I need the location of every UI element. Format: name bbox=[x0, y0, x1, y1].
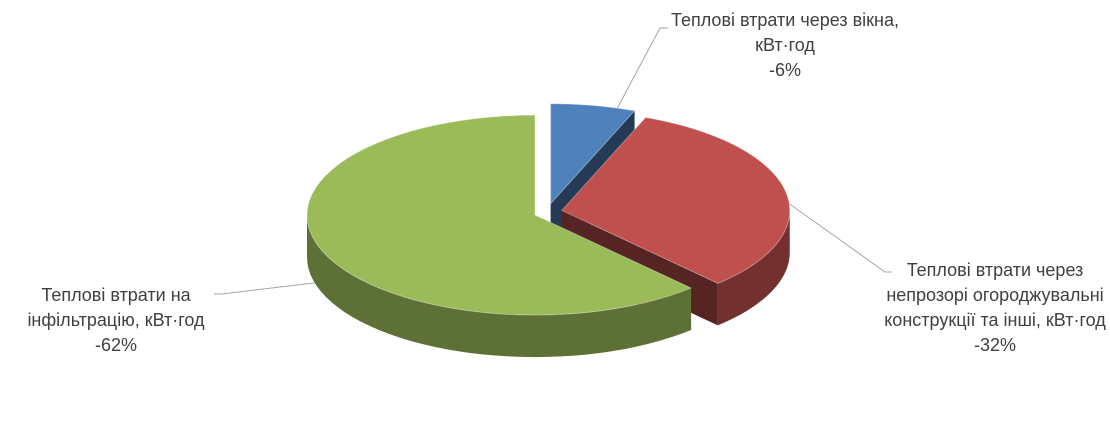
category-label: Теплові втрати через вікна, кВт·год bbox=[670, 10, 899, 55]
data-label: Теплові втрати через вікна, кВт·год -6% bbox=[660, 8, 910, 83]
value-label: -32% bbox=[973, 335, 1017, 355]
category-label: Теплові втрати на інфільтрацію, кВт·год bbox=[27, 285, 205, 330]
slice bbox=[560, 116, 791, 284]
leader-line bbox=[609, 27, 668, 123]
data-label: Теплові втрати на інфільтрацію, кВт·год -… bbox=[0, 283, 232, 358]
data-label: Теплові втрати через непрозорі огороджув… bbox=[880, 258, 1110, 358]
slice bbox=[550, 103, 636, 206]
leader-line bbox=[214, 281, 323, 295]
slice bbox=[306, 114, 693, 316]
value-label: -62% bbox=[94, 335, 138, 355]
leader-line bbox=[769, 189, 892, 273]
value-label: -6% bbox=[768, 60, 801, 80]
slice-side bbox=[717, 210, 790, 326]
slice-side bbox=[306, 215, 692, 358]
category-label: Теплові втрати через непрозорі огороджув… bbox=[884, 260, 1106, 330]
